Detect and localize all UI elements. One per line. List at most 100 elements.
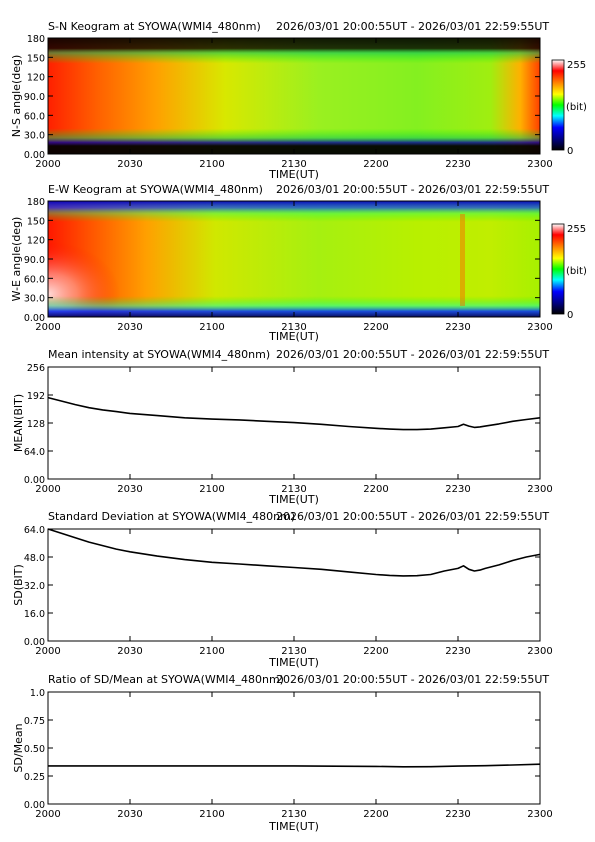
ew-keogram-aurora-streak [460,214,465,306]
ew-y-tick-label: 150 [27,216,45,227]
ratio-x-tick-label: 2300 [527,809,552,820]
sn-colorbar-scale [551,59,565,151]
ratio-y-tick-label: 0.75 [24,716,45,727]
sd-x-tick-label: 2230 [445,646,470,657]
ratio-x-axis: 2000 2030 2100 2130 2200 2230 2300 [35,692,553,820]
ew-x-tick-label: 2100 [199,322,224,333]
sd-y-axis: 0.00 16.0 32.0 48.0 64.0 [24,525,540,648]
sn-x-tick-label: 2300 [527,159,552,170]
sd-y-label: SD(BIT) [12,564,25,606]
sn-y-tick-label: 120 [27,73,45,84]
sd-x-tick-label: 2000 [35,646,60,657]
sd-y-tick-label: 0.00 [24,637,45,648]
mean-y-tick-label: 0.00 [24,475,45,486]
ratio-x-label: TIME(UT) [268,820,319,833]
ratio-time-range: 2026/03/01 20:00:55UT - 2026/03/01 22:59… [276,673,549,686]
ratio-panel: Ratio of SD/Mean at SYOWA(WMI4_480nm) 20… [12,673,553,833]
ew-keogram-x-axis: 2000 2030 2100 2130 2200 2230 2300 [35,201,553,333]
sn-x-tick-label: 2100 [199,159,224,170]
sn-keogram-panel: S-N Keogram at SYOWA(WMI4_480nm) 2026/03… [10,20,587,181]
sn-colorbar-unit-label: (bit) [566,102,587,113]
sn-x-tick-label: 2230 [445,159,470,170]
sd-x-tick-label: 2300 [527,646,552,657]
sn-keogram-y-axis: 0.00 30.0 60.0 90.0 120 150 180 [24,34,540,161]
sn-keogram-title: S-N Keogram at SYOWA(WMI4_480nm) [48,20,261,33]
ew-y-tick-label: 60.0 [24,274,45,285]
ew-y-tick-label: 120 [27,236,45,247]
mean-y-label: MEAN(BIT) [12,394,25,452]
mean-x-tick-label: 2100 [199,484,224,495]
sd-y-tick-label: 64.0 [24,525,45,536]
sn-y-tick-label: 180 [27,34,45,45]
ratio-line [48,763,541,768]
mean-x-tick-label: 2000 [35,484,60,495]
ratio-x-tick-label: 2130 [281,809,306,820]
ratio-x-tick-label: 2200 [363,809,388,820]
ew-colorbar-min-label: 0 [567,310,573,321]
ew-y-tick-label: 30.0 [24,294,45,305]
ew-y-tick-label: 180 [27,197,45,208]
sd-x-tick-label: 2130 [281,646,306,657]
mean-title: Mean intensity at SYOWA(WMI4_480nm) [48,348,270,361]
sn-keogram-x-label: TIME(UT) [268,168,319,181]
mean-y-tick-label: 192 [27,391,45,402]
sd-time-range: 2026/03/01 20:00:55UT - 2026/03/01 22:59… [276,510,549,523]
sd-x-label: TIME(UT) [268,656,319,669]
sd-line [47,528,541,577]
sn-y-tick-label: 30.0 [24,131,45,142]
mean-time-range: 2026/03/01 20:00:55UT - 2026/03/01 22:59… [276,348,549,361]
ew-colorbar-unit-label: (bit) [566,266,587,277]
ratio-y-label: SD/Mean [12,723,25,772]
ew-y-tick-label: 0.00 [24,313,45,324]
sn-keogram-time-range: 2026/03/01 20:00:55UT - 2026/03/01 22:59… [276,20,549,33]
mean-x-tick-label: 2300 [527,484,552,495]
ratio-plot-area [47,691,541,805]
sn-x-tick-label: 2030 [117,159,142,170]
ew-x-tick-label: 2030 [117,322,142,333]
mean-x-tick-label: 2030 [117,484,142,495]
ratio-y-tick-label: 0.25 [24,772,45,783]
mean-y-axis: 0.00 64.0 128 192 256 [24,363,540,486]
sd-panel: Standard Deviation at SYOWA(WMI4_480nm) … [12,510,553,669]
ew-keogram-panel: E-W Keogram at SYOWA(WMI4_480nm) 2026/03… [10,183,587,343]
sd-plot-area [47,528,541,642]
mean-series [47,396,541,431]
ew-x-tick-label: 2130 [281,322,306,333]
sn-colorbar-max-label: 255 [567,60,586,71]
ew-x-tick-label: 2200 [363,322,388,333]
sd-x-tick-label: 2200 [363,646,388,657]
mean-x-label: TIME(UT) [268,493,319,506]
sn-y-tick-label: 60.0 [24,111,45,122]
ew-y-tick-label: 90.0 [24,255,45,266]
sn-x-tick-label: 2130 [281,159,306,170]
ew-x-tick-label: 2230 [445,322,470,333]
ew-keogram-x-label: TIME(UT) [268,330,319,343]
ew-keogram-y-label: W-E angle(deg) [10,217,23,302]
sd-y-tick-label: 32.0 [24,581,45,592]
ew-x-tick-label: 2000 [35,322,60,333]
ew-colorbar-scale [551,223,565,315]
ratio-y-tick-label: 0.00 [24,800,45,811]
ew-keogram-title: E-W Keogram at SYOWA(WMI4_480nm) [48,183,263,196]
mean-x-tick-label: 2200 [363,484,388,495]
mean-x-axis: 2000 2030 2100 2130 2200 2230 2300 [35,367,553,495]
sd-title: Standard Deviation at SYOWA(WMI4_480nm) [48,510,295,523]
sn-x-tick-label: 2200 [363,159,388,170]
ratio-title: Ratio of SD/Mean at SYOWA(WMI4_480nm) [48,673,284,686]
sn-keogram-x-axis: 2000 2030 2100 2130 2200 2230 2300 [35,38,553,170]
ew-colorbar-max-label: 255 [567,224,586,235]
sn-keogram-y-label: N-S angle(deg) [10,55,23,138]
mean-y-tick-label: 128 [27,419,45,430]
mean-panel: Mean intensity at SYOWA(WMI4_480nm) 2026… [12,348,553,506]
sn-colorbar-min-label: 0 [567,146,573,157]
ratio-x-tick-label: 2100 [199,809,224,820]
mean-line [47,396,541,431]
sd-y-tick-label: 48.0 [24,553,45,564]
mean-x-tick-label: 2230 [445,484,470,495]
ratio-y-axis: 0.00 0.25 0.50 0.75 1.0 [24,688,540,811]
sd-series [47,528,541,577]
ratio-y-tick-label: 0.50 [24,744,45,755]
ew-keogram-edge-shading [48,201,540,317]
sn-keogram-edge-shading [48,38,540,154]
